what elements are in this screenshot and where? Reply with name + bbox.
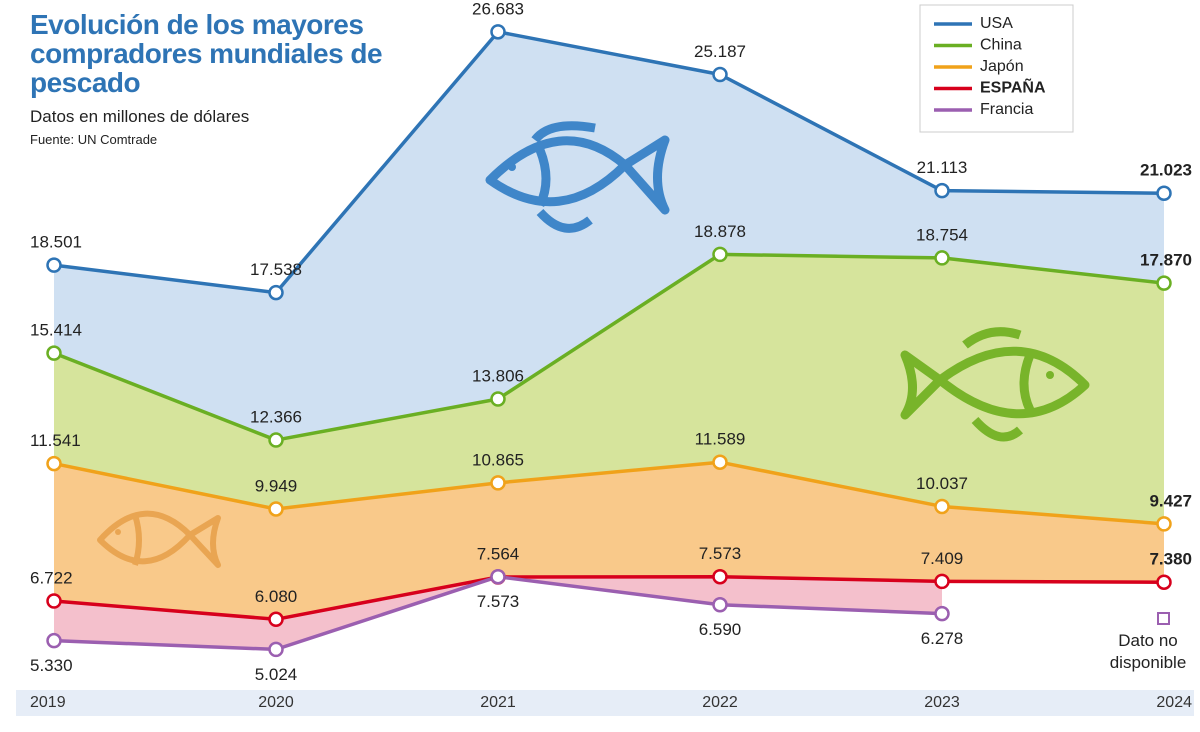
point <box>1156 275 1172 291</box>
x-axis-band <box>16 690 1194 716</box>
point <box>46 345 62 361</box>
series-line <box>53 460 1165 526</box>
value-label: 11.541 <box>30 431 81 450</box>
point <box>46 593 62 609</box>
value-label: 11.589 <box>695 430 746 449</box>
point <box>490 475 506 491</box>
legend-label: Francia <box>980 101 1033 118</box>
value-label: 25.187 <box>694 42 746 61</box>
value-label: 5.330 <box>30 656 73 675</box>
area <box>54 254 1164 524</box>
value-label: 7.409 <box>921 549 964 568</box>
point <box>712 568 728 585</box>
point <box>934 498 950 515</box>
x-tick-label: 2020 <box>258 694 294 711</box>
value-label: 17.870 <box>1140 251 1192 270</box>
series-line <box>53 574 1165 622</box>
fish-icons <box>97 121 1090 568</box>
series-line <box>53 252 1165 442</box>
value-label: 6.278 <box>921 629 964 648</box>
legend-label: China <box>980 37 1022 54</box>
value-label: 21.113 <box>917 158 968 177</box>
value-label: 7.573 <box>699 544 742 563</box>
point <box>46 257 62 273</box>
point <box>268 501 284 517</box>
x-tick-label: 2022 <box>702 694 738 711</box>
chart-source: Fuente: UN Comtrade <box>30 132 158 147</box>
value-label: 17.538 <box>250 260 302 279</box>
point <box>712 246 728 263</box>
chart-subtitle: Datos en millones de dólares <box>30 107 250 126</box>
value-label: 7.380 <box>1149 550 1192 569</box>
point <box>934 605 950 622</box>
value-label: 21.023 <box>1140 161 1192 180</box>
point <box>490 24 506 40</box>
legend-label: Japón <box>980 58 1024 75</box>
value-label: 6.080 <box>255 587 298 606</box>
value-label: 9.427 <box>1149 491 1192 510</box>
point <box>268 432 284 448</box>
x-tick-label: 2023 <box>924 694 960 711</box>
value-label: 10.037 <box>916 474 968 493</box>
point <box>1156 574 1172 590</box>
point <box>268 611 284 628</box>
value-label: 18.501 <box>30 233 82 252</box>
value-label: 13.806 <box>472 366 524 385</box>
point <box>1156 185 1172 201</box>
legend-label: USA <box>980 15 1013 32</box>
value-label: 15.414 <box>30 321 82 340</box>
value-label: 9.949 <box>255 476 298 495</box>
x-tick-label: 2021 <box>480 694 516 711</box>
value-label: 12.366 <box>250 408 302 427</box>
point <box>490 568 506 585</box>
x-tick-label: 2019 <box>30 694 66 711</box>
value-label: 5.024 <box>255 665 298 684</box>
x-tick-label: 2024 <box>1156 694 1192 711</box>
area <box>54 576 942 650</box>
point <box>1156 516 1172 532</box>
point <box>268 284 284 301</box>
legend-label: ESPAÑA <box>980 77 1046 97</box>
point <box>46 632 62 649</box>
area <box>54 31 1164 441</box>
point <box>712 596 728 613</box>
chart-title: Evolución de los mayores compradores mun… <box>30 9 383 98</box>
point <box>934 573 950 590</box>
series-line <box>53 30 1165 295</box>
point <box>712 66 728 83</box>
value-label: 7.573 <box>477 592 520 611</box>
point <box>490 391 506 407</box>
point <box>934 182 950 199</box>
no-data-marker <box>1157 612 1170 625</box>
point <box>268 641 284 658</box>
value-label: 26.683 <box>472 0 524 18</box>
point <box>46 455 62 472</box>
annotation: Dato no disponible <box>1109 631 1187 672</box>
value-label: 18.754 <box>916 225 968 244</box>
value-label: 6.590 <box>699 620 742 639</box>
value-label: 18.878 <box>694 222 746 241</box>
value-label: 10.865 <box>472 450 524 469</box>
point <box>934 250 950 266</box>
value-label: 6.722 <box>30 568 73 587</box>
value-label: 7.564 <box>477 544 520 563</box>
point <box>712 454 728 470</box>
